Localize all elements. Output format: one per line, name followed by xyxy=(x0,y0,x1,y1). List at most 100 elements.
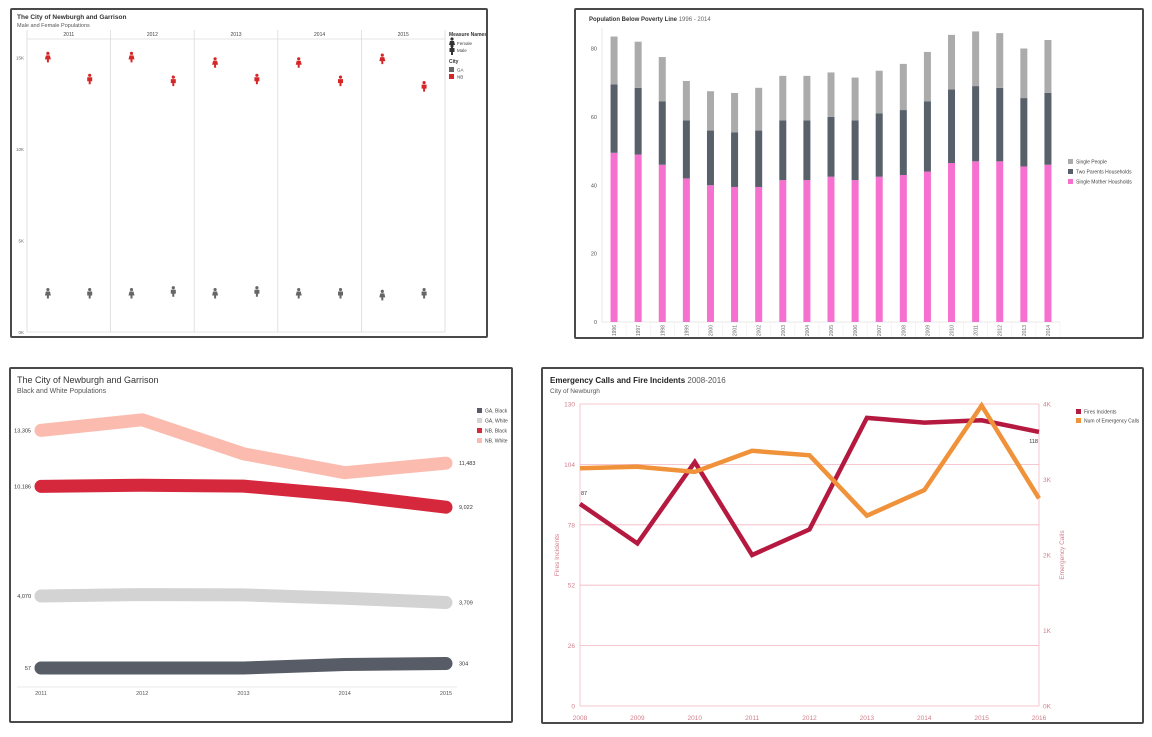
bar-segment xyxy=(610,152,618,322)
end-value-label: 304 xyxy=(459,662,468,668)
bar-segment xyxy=(682,178,690,322)
female-marker xyxy=(44,51,51,63)
y-tick-label: 40 xyxy=(591,183,597,189)
bar-segment xyxy=(610,36,618,85)
bar-segment xyxy=(682,80,690,121)
start-value-label: 87 xyxy=(581,491,587,497)
legend-swatch xyxy=(477,428,482,433)
legend-swatch xyxy=(449,67,454,72)
x-tick-label: 1999 xyxy=(684,325,690,336)
bar-segment xyxy=(1044,92,1052,165)
x-tick-label: 2013 xyxy=(1022,325,1028,336)
y-tick-label: 15K xyxy=(16,55,24,60)
bar-segment xyxy=(996,87,1004,162)
x-tick-label: 2011 xyxy=(745,715,759,722)
panel-emergency: Emergency Calls and Fire Incidents 2008-… xyxy=(541,367,1144,724)
male-icon xyxy=(449,44,455,55)
legend-swatch xyxy=(1076,418,1081,423)
poverty-chart: Population Below Poverty Line 1996 - 201… xyxy=(589,17,1132,337)
legend-swatch xyxy=(1076,409,1081,414)
x-tick-label: 2001 xyxy=(733,325,739,336)
chart-subtitle: Male and Female Populations xyxy=(17,23,90,29)
bar-segment xyxy=(827,176,835,322)
legend-swatch xyxy=(477,408,482,413)
male-marker xyxy=(170,75,176,87)
bar-segment xyxy=(803,75,811,121)
chart-title: Population Below Poverty Line 1996 - 201… xyxy=(589,17,711,23)
legend-item: NB, Black xyxy=(485,429,507,435)
x-tick-label: 1996 xyxy=(612,325,618,336)
legend-swatch xyxy=(477,418,482,423)
left-axis-label: Fires Incidents xyxy=(554,533,561,576)
legend-item: NB, White xyxy=(485,439,508,445)
bar-segment xyxy=(610,84,618,153)
bar-segment xyxy=(731,132,739,187)
x-tick-label: 2008 xyxy=(573,715,588,722)
x-tick-label: 2009 xyxy=(630,715,645,722)
legend-swatch xyxy=(1068,159,1073,164)
x-tick-label: 2013 xyxy=(860,715,875,722)
bar-segment xyxy=(923,101,931,172)
right-axis-label: Emergency Calls xyxy=(1059,530,1066,580)
emergency-chart: Emergency Calls and Fire Incidents 2008-… xyxy=(550,376,1140,722)
bar-segment xyxy=(948,34,956,90)
start-value-label: 4,070 xyxy=(17,594,31,600)
male-female-chart: The City of Newburgh and Garrison Male an… xyxy=(16,14,486,335)
bar-segment xyxy=(658,164,666,322)
x-tick-label: 2002 xyxy=(757,325,763,336)
x-tick-label: 2008 xyxy=(901,325,907,336)
female-marker xyxy=(295,287,302,299)
female-marker xyxy=(212,287,219,299)
bar-segment xyxy=(972,31,980,87)
bar-segment xyxy=(731,92,739,133)
chart-title: The City of Newburgh and Garrison xyxy=(17,375,159,385)
x-tick-label: 2010 xyxy=(950,325,956,336)
x-tick-label: 2014 xyxy=(1046,325,1052,336)
bar-segment xyxy=(682,120,690,179)
bar-segment xyxy=(875,70,883,114)
bar-segment xyxy=(996,33,1004,88)
bar-segment xyxy=(851,120,859,181)
bar-segment xyxy=(755,130,763,187)
bar-segment xyxy=(1020,98,1028,167)
male-marker xyxy=(338,287,343,299)
bar-segment xyxy=(755,186,763,322)
bar-segment xyxy=(658,101,666,165)
x-tick-label: 2013 xyxy=(237,691,249,697)
male-marker xyxy=(338,75,343,87)
left-tick-label: 78 xyxy=(568,522,576,529)
bar-segment xyxy=(972,86,980,162)
female-marker xyxy=(379,289,386,301)
legend-item: Male xyxy=(457,48,467,53)
bar-segment xyxy=(634,154,642,322)
left-tick-label: 130 xyxy=(564,402,575,409)
female-marker xyxy=(212,57,219,68)
bar-segment xyxy=(827,72,835,117)
legend-item: Two Parents Households xyxy=(1076,170,1132,176)
bar-segment xyxy=(899,175,907,322)
bar-segment xyxy=(972,161,980,322)
bar-segment xyxy=(755,87,763,131)
bar-segment xyxy=(851,180,859,322)
panel-poverty: Population Below Poverty Line 1996 - 201… xyxy=(574,8,1144,339)
end-value-label: 3,709 xyxy=(459,600,473,606)
bar-segment xyxy=(658,57,666,102)
chart-title: The City of Newburgh and Garrison xyxy=(17,14,126,21)
bar-segment xyxy=(875,113,883,177)
x-tick-label: 2010 xyxy=(688,715,703,722)
series-line xyxy=(579,401,1041,519)
bar-segment xyxy=(948,163,956,322)
bar-segment xyxy=(803,180,811,322)
left-tick-label: 26 xyxy=(568,643,576,650)
legend-item: Num of Emergency Calls xyxy=(1084,419,1140,425)
bar-segment xyxy=(634,41,642,88)
bar-segment xyxy=(923,171,931,322)
y-tick-label: 20 xyxy=(591,252,597,258)
bar-segment xyxy=(827,116,835,177)
panel-black-white: The City of Newburgh and Garrison Black a… xyxy=(9,367,513,723)
x-tick-label: 2000 xyxy=(708,325,714,336)
bar-segment xyxy=(899,63,907,111)
black-white-chart: The City of Newburgh and Garrison Black a… xyxy=(14,375,508,697)
x-tick-label: 2011 xyxy=(974,325,980,336)
facet-label: 2011 xyxy=(63,32,74,38)
